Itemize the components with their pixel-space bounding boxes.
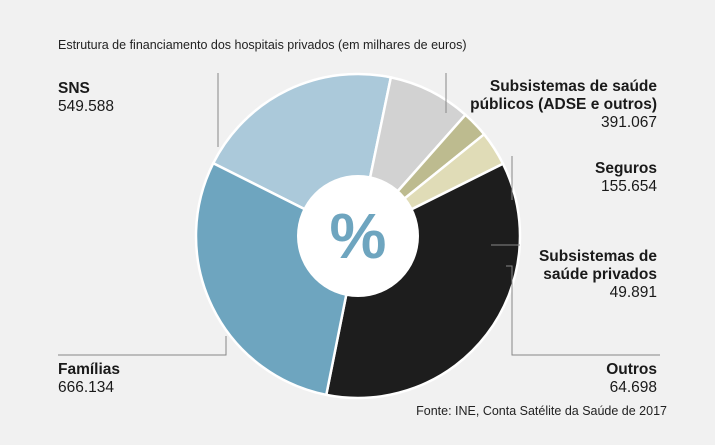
label-sns-name: SNS [58,80,90,97]
label-privados-name-2: saúde privados [543,266,657,283]
leader-line-familias [58,336,227,356]
label-familias-value: 666.134 [58,379,115,396]
label-privados-value: 49.891 [609,284,657,301]
chart-title: Estrutura de financiamento dos hospitais… [58,38,467,52]
label-privados-name-1: Subsistemas de [538,248,657,265]
label-familias-name: Famílias [58,361,121,378]
label-seguros-name: Seguros [594,160,657,177]
label-outros-name: Outros [606,361,657,378]
label-publicos-value: 391.067 [600,114,657,131]
label-seguros: Seguros 155.654 [595,160,657,196]
label-outros-value: 64.698 [609,379,657,396]
label-publicos-name-2: públicos (ADSE e outros) [470,96,657,113]
label-seguros-value: 155.654 [600,178,657,195]
pie-slice-famílias-4 [325,162,522,400]
label-outros: Outros 64.698 [606,361,657,397]
label-familias: Famílias 666.134 [58,361,120,397]
source-note: Fonte: INE, Conta Satélite da Saúde de 2… [416,404,667,418]
label-privados: Subsistemas de saúde privados 49.891 [539,248,657,302]
label-publicos: Subsistemas de saúde públicos (ADSE e ou… [470,78,657,132]
label-sns-value: 549.588 [58,98,115,115]
leader-line-outros [506,265,660,356]
label-sns: SNS 549.588 [58,80,114,116]
label-publicos-name-1: Subsistemas de saúde [489,78,657,95]
center-percent-symbol: % [330,200,387,272]
center-hole [297,175,419,297]
